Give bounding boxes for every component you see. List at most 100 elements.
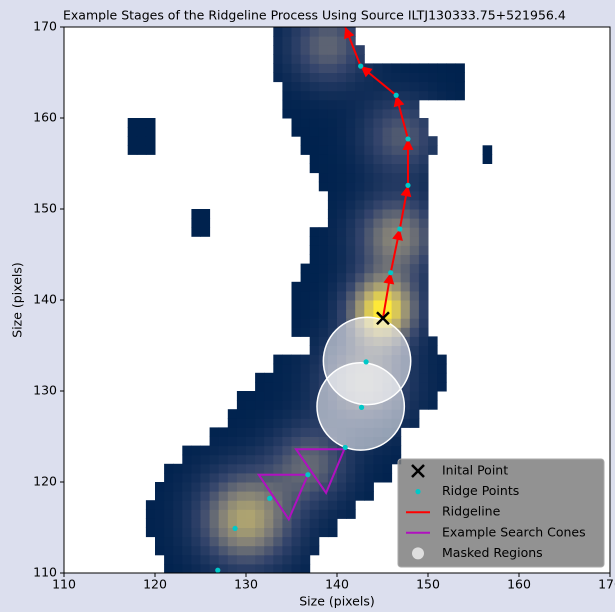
image-cell [273,455,283,465]
image-cell [201,209,211,219]
image-cell [419,73,429,83]
image-cell [346,127,356,137]
image-cell [228,555,238,565]
image-cell [319,36,329,46]
image-cell [301,491,311,501]
image-cell [392,291,402,301]
image-cell [255,555,265,565]
image-cell [273,537,283,547]
image-cell [301,373,311,383]
image-cell [428,336,438,346]
image-cell [392,164,402,174]
image-cell [446,82,456,92]
image-cell [310,109,320,119]
image-cell [219,546,229,556]
image-cell [237,482,247,492]
image-cell [383,255,393,265]
image-cell [301,364,311,374]
image-cell [292,546,302,556]
image-cell [337,182,347,192]
image-cell [410,200,420,210]
image-cell [201,537,211,547]
image-cell [328,291,338,301]
image-cell [173,509,183,519]
image-cell [282,391,292,401]
image-cell [282,427,292,437]
image-cell [273,63,283,73]
image-cell [292,309,302,319]
image-cell [355,473,365,483]
image-cell [383,154,393,164]
image-cell [410,73,420,83]
image-cell [237,491,247,501]
image-cell [164,473,174,483]
image-cell [137,118,147,128]
image-cell [401,273,411,283]
image-cell [310,118,320,128]
image-cell [301,509,311,519]
image-cell [210,546,220,556]
image-cell [355,236,365,246]
image-cell [410,191,420,201]
image-cell [301,418,311,428]
image-cell [355,200,365,210]
image-cell [346,100,356,110]
image-cell [383,473,393,483]
image-cell [319,91,329,101]
image-cell [410,327,420,337]
image-cell [292,409,302,419]
image-cell [310,318,320,328]
image-cell [201,464,211,474]
image-cell [237,555,247,565]
image-cell [364,145,374,155]
image-cell [219,427,229,437]
image-cell [255,446,265,456]
image-cell [383,164,393,174]
image-cell [328,528,338,538]
image-cell [364,491,374,501]
image-cell [246,427,256,437]
image-cell [355,100,365,110]
image-cell [273,464,283,474]
image-cell [310,336,320,346]
image-cell [264,509,274,519]
image-cell [410,245,420,255]
image-cell [219,464,229,474]
image-cell [383,127,393,137]
image-cell [319,154,329,164]
image-cell [319,437,329,447]
image-cell [337,100,347,110]
image-cell [328,191,338,201]
image-cell [401,300,411,310]
image-cell [282,546,292,556]
image-cell [292,27,302,37]
image-cell [191,209,201,219]
image-cell [219,564,229,574]
image-cell [346,227,356,237]
image-cell [346,245,356,255]
image-cell [383,200,393,210]
image-cell [337,473,347,483]
image-cell [428,63,438,73]
image-cell [237,427,247,437]
ridge-point [215,568,220,573]
ridge-point [343,445,348,450]
image-cell [292,400,302,410]
image-cell [201,500,211,510]
image-cell [410,182,420,192]
image-cell [337,118,347,128]
image-cell [282,73,292,83]
image-cell [355,218,365,228]
ridge-point [388,270,393,275]
image-cell [191,528,201,538]
image-cell [228,455,238,465]
image-cell [301,118,311,128]
image-cell [310,273,320,283]
image-cell [428,400,438,410]
image-cell [182,446,192,456]
image-cell [292,555,302,565]
image-cell [355,164,365,174]
image-cell [173,500,183,510]
image-cell [346,173,356,183]
image-cell [410,164,420,174]
